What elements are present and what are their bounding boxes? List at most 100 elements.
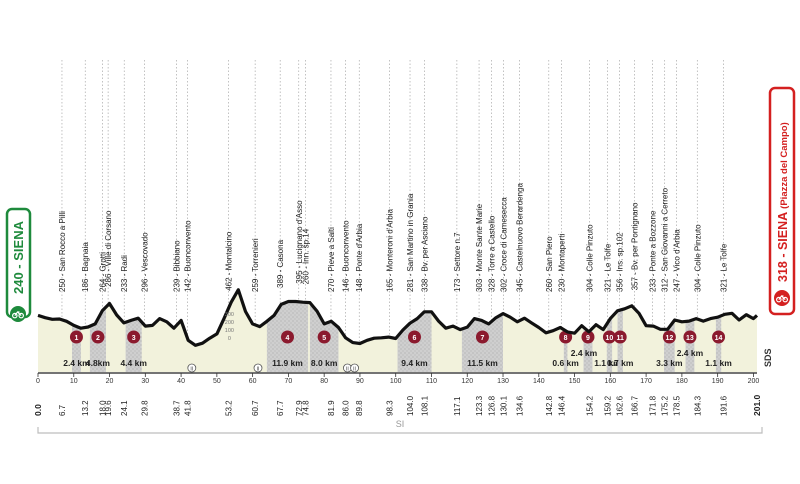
location-label: 259 - Torrenieri <box>251 238 260 292</box>
location-km-label: 0.0 <box>33 404 43 416</box>
location-label: 462 - Montalcino <box>224 231 233 291</box>
province-label: SI <box>396 419 405 429</box>
location-km-label: 18.0 <box>98 400 107 416</box>
crossing-symbol: II <box>346 367 349 373</box>
location-km-label: 159.2 <box>604 395 613 416</box>
location-km-label: 86.0 <box>342 400 351 416</box>
sector-number-badge <box>407 330 421 344</box>
location-label: 345 - Castelnuovo Berardenga <box>516 182 525 292</box>
finish-name: 318 - SIENA <box>776 209 790 282</box>
start-badge: 240 - SIENA <box>5 207 32 322</box>
location-label: 356 - Ins. sp.102 <box>616 232 625 292</box>
sector-number: 7 <box>481 335 485 342</box>
location-label: 321 - Le Tolfe <box>719 243 728 292</box>
location-label: 173 - Settore n.7 <box>453 232 462 292</box>
location-km-label: 38.7 <box>172 400 181 416</box>
location-km-label: 89.8 <box>355 400 364 416</box>
axis-tick-label: 70 <box>284 378 292 385</box>
axis-tick-label: 130 <box>497 378 509 385</box>
gravel-sector-band <box>606 316 613 372</box>
location-label: 239 - Bibbiano <box>172 240 181 292</box>
location-km-label: 53.2 <box>224 400 233 416</box>
finish-label: 318 - SIENA (Piazza del Campo) <box>776 122 790 282</box>
axis-tick-label: 200 <box>748 378 760 385</box>
axis-tick-label: 80 <box>320 378 328 385</box>
axis-tick-label: 100 <box>390 378 402 385</box>
location-label: 395 - Lucignano d'Asso <box>295 200 304 284</box>
elevation-profile-line <box>37 288 759 347</box>
axis-tick-label: 20 <box>106 378 114 385</box>
sector-number-badge <box>602 330 616 344</box>
location-km-label: 19.6 <box>104 400 113 416</box>
location-label: 302 - Croce di Camesecca <box>499 197 508 292</box>
location-km-labels: 0.0 6.7 13.2 18.019.6 24.1 29.8 38.7 41.8 53.2 60… <box>33 394 762 416</box>
location-label: 230 - Montaperti <box>558 234 567 292</box>
axis-tick-label: 160 <box>604 378 616 385</box>
sector-number: 9 <box>586 335 590 342</box>
location-label: 247 - Vico d'Arbia <box>673 229 682 292</box>
location-label: 357 - Bv. per Pontignano <box>630 202 639 290</box>
sector-number-badge <box>475 330 489 344</box>
location-labels: 250 - San Rocco a Pilli 186 - Bagnaia 264 … <box>58 182 728 292</box>
axis-tick-label: 140 <box>533 378 545 385</box>
location-km-label: 13.2 <box>81 400 90 416</box>
railway-crossing-icon <box>253 363 263 373</box>
sector-length: 2.4 km <box>63 358 90 368</box>
location-label: 304 - Colle Pinzuto <box>693 224 702 292</box>
sector-number: 14 <box>715 335 723 342</box>
location-km-label: 134.6 <box>516 395 525 416</box>
location-km-label: 41.8 <box>184 400 193 416</box>
location-km-label: 108.1 <box>421 395 430 416</box>
location-label: 321 - Le Tolfe <box>604 243 613 292</box>
axis-tick-label: 40 <box>177 378 185 385</box>
location-label: 281 - San Martino in Grania <box>406 193 415 292</box>
location-label: 260 - Inn. sp.14 <box>302 228 311 284</box>
gravel-sector-band <box>715 315 722 372</box>
location-label: 186 - Bagnaia <box>81 242 90 292</box>
axis-tick-label: 110 <box>426 378 437 385</box>
location-label: 233 - Ponte a Bozzone <box>649 210 658 292</box>
sds-logo: SDS <box>763 348 773 367</box>
axis-tick-label: 10 <box>70 378 78 385</box>
location-km-label: 162.6 <box>616 395 625 416</box>
sector-number: 2 <box>96 335 100 342</box>
gravel-sectors: 1 2.4 km 2 4.8km 3 4.4 km 4 11.9 km 5 8.0 km 6 9.4 … <box>63 301 732 372</box>
location-km-label: 98.3 <box>386 400 395 416</box>
axis-tick-label: 180 <box>676 378 688 385</box>
location-km-label: 29.8 <box>141 400 150 416</box>
location-label: 389 - Casona <box>276 239 285 288</box>
location-km-label: 142.8 <box>545 395 554 416</box>
axis-tick-label: 50 <box>213 378 221 385</box>
location-km-label: 60.7 <box>251 400 260 416</box>
axis-tick-label: 30 <box>141 378 149 385</box>
location-km-label: 166.7 <box>630 395 639 416</box>
sector-number: 13 <box>686 335 694 342</box>
bike-icon <box>10 306 26 322</box>
sector-length: 2.4 km <box>677 348 704 358</box>
location-km-label: 104.0 <box>406 395 415 416</box>
axis-tick-label: 0 <box>36 378 40 385</box>
location-label: 304 - Colle Pinzuto <box>586 224 595 292</box>
axis-tick-label: 150 <box>569 378 581 385</box>
axis-tick-label: 190 <box>712 378 724 385</box>
sector-number: 1 <box>75 335 79 342</box>
location-km-label: 74.8 <box>302 400 311 416</box>
location-km-label: 126.8 <box>488 395 497 416</box>
location-km-label: 67.7 <box>276 400 285 416</box>
gravel-sector-band <box>125 318 142 372</box>
railway-crossing-icon <box>350 363 359 373</box>
location-km-label: 146.4 <box>558 395 567 416</box>
axis-tick-label: 170 <box>640 378 652 385</box>
sector-length: 1.1 km <box>705 358 732 368</box>
altitude-scale-label: 300 <box>225 312 234 318</box>
sector-length: 0.6 km <box>552 358 579 368</box>
sector-number-badge <box>281 330 295 344</box>
sector-number: 5 <box>322 335 326 342</box>
finish-flag-icon <box>774 290 790 306</box>
location-km-label: 171.8 <box>649 395 658 416</box>
sector-length: 4.8km <box>86 358 111 368</box>
altitude-scale-label: 200 <box>225 320 234 326</box>
finish-badge: 318 - SIENA (Piazza del Campo) <box>768 86 796 316</box>
sector-length: 8.0 km <box>311 358 338 368</box>
